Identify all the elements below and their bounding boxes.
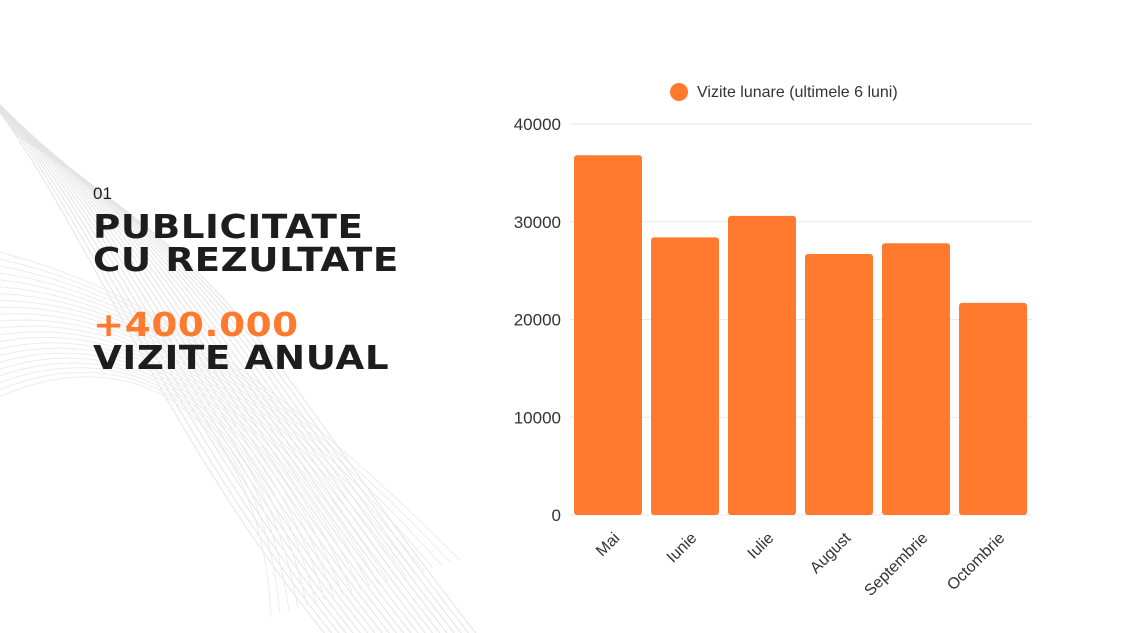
wave-line bbox=[0, 325, 362, 590]
wave-line bbox=[0, 336, 344, 596]
wave-line bbox=[0, 367, 290, 612]
headline-block: 01 PUBLICITATE CU REZULTATE +400.000 VIZ… bbox=[93, 184, 398, 374]
bar-mai bbox=[574, 155, 642, 515]
bar-august bbox=[805, 254, 873, 515]
subtitle: VIZITE ANUAL bbox=[93, 338, 390, 377]
x-tick-label: Octombrie bbox=[944, 530, 1008, 594]
bar-octombrie bbox=[959, 302, 1027, 515]
wave-line bbox=[0, 265, 443, 566]
y-tick-label: 10000 bbox=[514, 408, 561, 427]
section-number: 01 bbox=[93, 184, 112, 203]
wave-line bbox=[0, 104, 362, 633]
wave-line bbox=[0, 376, 272, 617]
y-tick-label: 40000 bbox=[514, 115, 561, 134]
bar-iulie bbox=[728, 215, 796, 515]
wave-line bbox=[0, 293, 407, 577]
wave-line bbox=[0, 306, 389, 582]
y-tick-label: 30000 bbox=[514, 213, 561, 232]
wave-line bbox=[0, 372, 281, 615]
title-line-1: PUBLICITATE bbox=[93, 207, 364, 246]
legend[interactable]: Vizite lunare (ultimele 6 luni) bbox=[670, 83, 898, 101]
wave-line bbox=[0, 347, 326, 601]
wave-line bbox=[16, 135, 477, 633]
y-tick-label: 20000 bbox=[514, 311, 561, 330]
legend-marker bbox=[670, 83, 688, 101]
x-tick-label: Mai bbox=[593, 530, 623, 560]
wave-line bbox=[0, 111, 326, 633]
x-tick-label: Septembrie bbox=[861, 530, 931, 600]
wave-line bbox=[0, 319, 371, 588]
wave-line bbox=[0, 362, 299, 609]
title-line-2: CU REZULTATE bbox=[93, 240, 399, 279]
x-tick-label: August bbox=[807, 529, 855, 577]
wave-line bbox=[0, 300, 398, 580]
bar-septembrie bbox=[882, 243, 950, 515]
wave-line bbox=[0, 331, 353, 593]
bar-iunie bbox=[651, 237, 719, 515]
legend-label: Vizite lunare (ultimele 6 luni) bbox=[697, 84, 898, 101]
x-tick-label: Iulie bbox=[745, 530, 778, 563]
y-tick-label: 0 bbox=[552, 506, 561, 525]
wave-line bbox=[0, 357, 308, 607]
wave-line bbox=[0, 352, 317, 604]
wave-line bbox=[0, 313, 380, 585]
highlight-number: +400.000 bbox=[93, 305, 299, 344]
wave-line bbox=[0, 342, 335, 598]
x-tick-label: Iunie bbox=[664, 530, 701, 567]
wave-line bbox=[0, 251, 461, 561]
